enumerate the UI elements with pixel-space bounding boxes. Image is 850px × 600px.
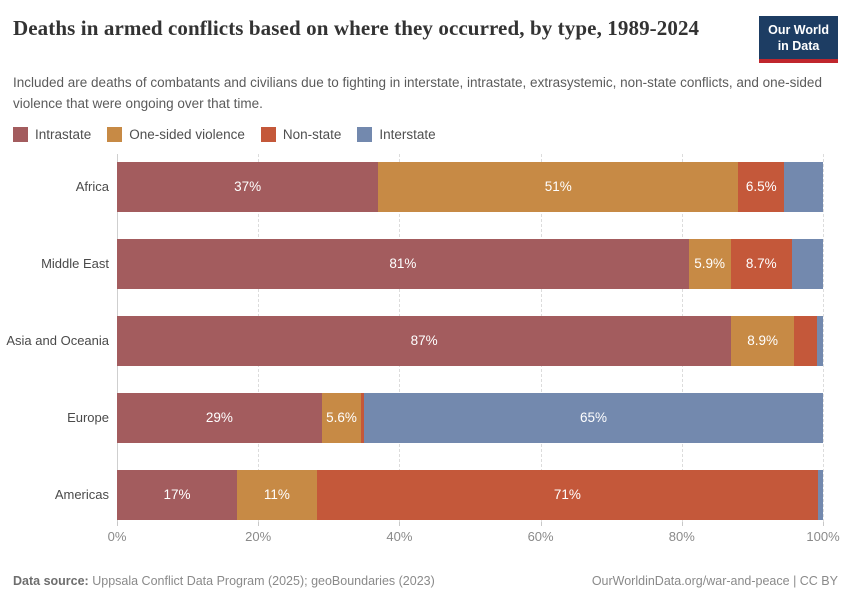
bar-segment-middle-east-interstate[interactable] xyxy=(791,238,823,289)
x-axis: 0% 20% 40% 60% 80% 100% xyxy=(108,521,840,548)
legend-swatch-intrastate xyxy=(13,126,28,142)
legend-label: Interstate xyxy=(379,126,436,142)
footer: Data source: Uppsala Conflict Data Progr… xyxy=(13,574,838,588)
bar-segment-asia-and-oceania-interstate[interactable] xyxy=(816,315,823,366)
bar-row-asia-and-oceania: 87% 8.9% xyxy=(117,315,823,366)
x-tick-label-40: 40% xyxy=(386,528,413,544)
legend-item-intrastate[interactable]: Intrastate xyxy=(13,126,92,142)
bar-row-africa: 37% 51% 6.5% xyxy=(117,161,823,212)
plot-area: 37% 51% 6.5% 81% 5.9% 8.7% 87% 8.9% 29% 5.6% 65% 17… xyxy=(117,153,824,522)
data-source-note: Data source: Uppsala Conflict Data Progr… xyxy=(13,574,435,588)
legend-label: One-sided violence xyxy=(129,126,245,142)
bar-segment-americas-one-sided-violence[interactable]: 11% xyxy=(237,469,317,520)
legend: Intrastate One-sided violence Non-state Int… xyxy=(13,126,838,142)
legend-item-non-state[interactable]: Non-state xyxy=(260,126,342,142)
bar-segment-europe-intrastate[interactable]: 29% xyxy=(117,392,322,443)
bar-row-middle-east: 81% 5.9% 8.7% xyxy=(117,238,823,289)
bar-segment-africa-non-state[interactable]: 6.5% xyxy=(738,161,785,212)
bar-segment-africa-intrastate[interactable]: 37% xyxy=(117,161,379,212)
legend-swatch-interstate xyxy=(357,126,373,142)
x-tick-label-20: 20% xyxy=(245,528,272,544)
x-tick-label-60: 60% xyxy=(527,528,554,544)
header: Deaths in armed conflicts based on where… xyxy=(13,14,838,64)
row-label-middle-east: Middle East xyxy=(41,256,109,272)
bar-segment-americas-intrastate[interactable]: 17% xyxy=(117,469,238,520)
bar-segment-middle-east-one-sided-violence[interactable]: 5.9% xyxy=(688,238,731,289)
legend-label: Non-state xyxy=(282,126,342,142)
x-tick-label-100: 100% xyxy=(806,528,840,544)
bar-segment-asia-and-oceania-intrastate[interactable]: 87% xyxy=(117,315,732,366)
x-tick-mark-0 xyxy=(117,521,118,526)
bar-segment-middle-east-non-state[interactable]: 8.7% xyxy=(730,238,792,289)
bar-segment-americas-interstate[interactable] xyxy=(818,469,823,520)
bar-segment-europe-non-state[interactable] xyxy=(361,392,365,443)
bar-segment-europe-interstate[interactable]: 65% xyxy=(364,392,823,443)
x-tick-label-0: 0% xyxy=(107,528,127,544)
x-tick-label-80: 80% xyxy=(668,528,695,544)
bar-segment-africa-one-sided-violence[interactable]: 51% xyxy=(378,161,739,212)
legend-item-one-sided-violence[interactable]: One-sided violence xyxy=(107,126,245,142)
row-label-americas: Americas xyxy=(54,487,109,503)
data-source-label: Data source: xyxy=(13,574,89,588)
row-label-europe: Europe xyxy=(67,410,109,426)
data-source-text[interactable]: Uppsala Conflict Data Program (2025); ge… xyxy=(92,574,435,588)
bar-segment-americas-non-state[interactable]: 71% xyxy=(316,469,819,520)
bar-segment-asia-and-oceania-non-state[interactable] xyxy=(794,315,817,366)
row-label-africa: Africa xyxy=(75,179,109,195)
bar-segment-middle-east-intrastate[interactable]: 81% xyxy=(117,238,689,289)
bar-segment-europe-one-sided-violence[interactable]: 5.6% xyxy=(321,392,362,443)
owid-logo-line1: Our World xyxy=(768,23,829,37)
stacked-bar-chart: Africa Middle East Asia and Oceania Europe A… xyxy=(6,153,840,548)
bar-segment-africa-interstate[interactable] xyxy=(784,161,823,212)
legend-item-interstate[interactable]: Interstate xyxy=(357,126,436,142)
owid-logo-line2: in Data xyxy=(777,38,820,53)
page-title: Deaths in armed conflicts based on where… xyxy=(13,16,700,40)
gridline-100 xyxy=(823,153,824,522)
chart-subtitle: Included are deaths of combatants and ci… xyxy=(13,75,822,111)
bar-row-europe: 29% 5.6% 65% xyxy=(117,392,823,443)
legend-swatch-non-state xyxy=(260,126,276,142)
owid-license-link[interactable]: OurWorldinData.org/war-and-peace | CC BY xyxy=(591,574,838,588)
x-tick-mark-100 xyxy=(823,521,824,526)
x-tick-mark-60 xyxy=(540,521,542,526)
plot-wrap: 37% 51% 6.5% 81% 5.9% 8.7% 87% 8.9% 29% 5.6% 65% 17… xyxy=(108,153,840,548)
legend-label: Intrastate xyxy=(35,126,92,142)
x-tick-mark-80 xyxy=(681,521,683,526)
legend-swatch-one-sided-violence xyxy=(107,126,123,142)
x-tick-mark-40 xyxy=(399,521,401,526)
row-label-asia-and-oceania: Asia and Oceania xyxy=(6,333,109,349)
owid-logo[interactable]: Our World in Data xyxy=(759,16,838,64)
bar-segment-asia-and-oceania-one-sided-violence[interactable]: 8.9% xyxy=(731,315,795,366)
category-labels-column: Africa Middle East Asia and Oceania Europe A… xyxy=(6,162,117,548)
x-tick-mark-20 xyxy=(258,521,260,526)
bar-row-americas: 17% 11% 71% xyxy=(117,469,823,520)
